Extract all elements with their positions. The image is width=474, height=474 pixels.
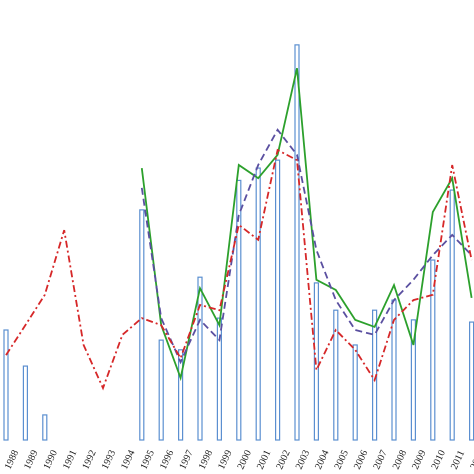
bar xyxy=(158,339,164,441)
bar xyxy=(430,259,436,441)
bar xyxy=(352,344,358,441)
bar xyxy=(469,321,474,441)
line-series xyxy=(140,68,473,382)
x-tick-label: 1989 xyxy=(22,448,40,471)
bar xyxy=(42,414,48,441)
bar xyxy=(255,167,261,441)
x-tick-label: 2001 xyxy=(255,448,273,471)
x-tick-label: 2010 xyxy=(430,448,448,471)
x-tick-label: 1998 xyxy=(197,448,215,471)
bar xyxy=(139,209,145,441)
x-tick-label: 2002 xyxy=(274,448,292,471)
line-series xyxy=(5,148,473,391)
bar xyxy=(178,349,184,441)
x-tick-label: 1988 xyxy=(3,448,21,471)
bar xyxy=(294,44,300,441)
bar xyxy=(236,179,242,441)
x-tick-label: 2006 xyxy=(352,448,370,471)
x-tick-label: 2012 xyxy=(468,448,474,471)
x-tick-label: 1995 xyxy=(139,448,157,471)
x-tick-label: 2011 xyxy=(449,449,467,471)
x-tick-label: 2007 xyxy=(371,448,389,471)
x-tick-label: 1991 xyxy=(61,448,79,471)
x-tick-label: 2005 xyxy=(333,448,351,471)
x-tick-label: 1999 xyxy=(216,448,234,471)
x-tick-label: 1993 xyxy=(100,448,118,471)
x-tick-label: 1996 xyxy=(158,448,176,471)
bar xyxy=(449,189,455,441)
bar xyxy=(22,365,28,441)
bar xyxy=(333,309,339,441)
bar xyxy=(3,329,9,441)
x-tick-label: 2008 xyxy=(391,448,409,471)
x-tick-label: 2000 xyxy=(236,448,254,471)
bar xyxy=(410,319,416,441)
x-tick-label: 2003 xyxy=(294,448,312,471)
x-tick-label: 1997 xyxy=(177,448,195,471)
bar xyxy=(197,276,203,441)
x-tick-label: 1994 xyxy=(119,448,137,471)
x-tick-label: 1992 xyxy=(80,448,98,471)
x-tick-label: 2004 xyxy=(313,448,331,471)
x-tick-label: 2009 xyxy=(410,448,428,471)
bar xyxy=(313,282,319,441)
line-series xyxy=(140,128,473,365)
bar xyxy=(275,159,281,441)
x-tick-label: 1990 xyxy=(42,448,60,471)
